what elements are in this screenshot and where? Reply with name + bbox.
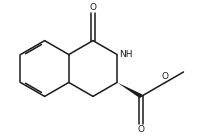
- Polygon shape: [117, 82, 142, 98]
- Text: NH: NH: [119, 50, 132, 59]
- Text: O: O: [138, 125, 145, 134]
- Text: O: O: [89, 3, 96, 12]
- Text: O: O: [162, 72, 169, 81]
